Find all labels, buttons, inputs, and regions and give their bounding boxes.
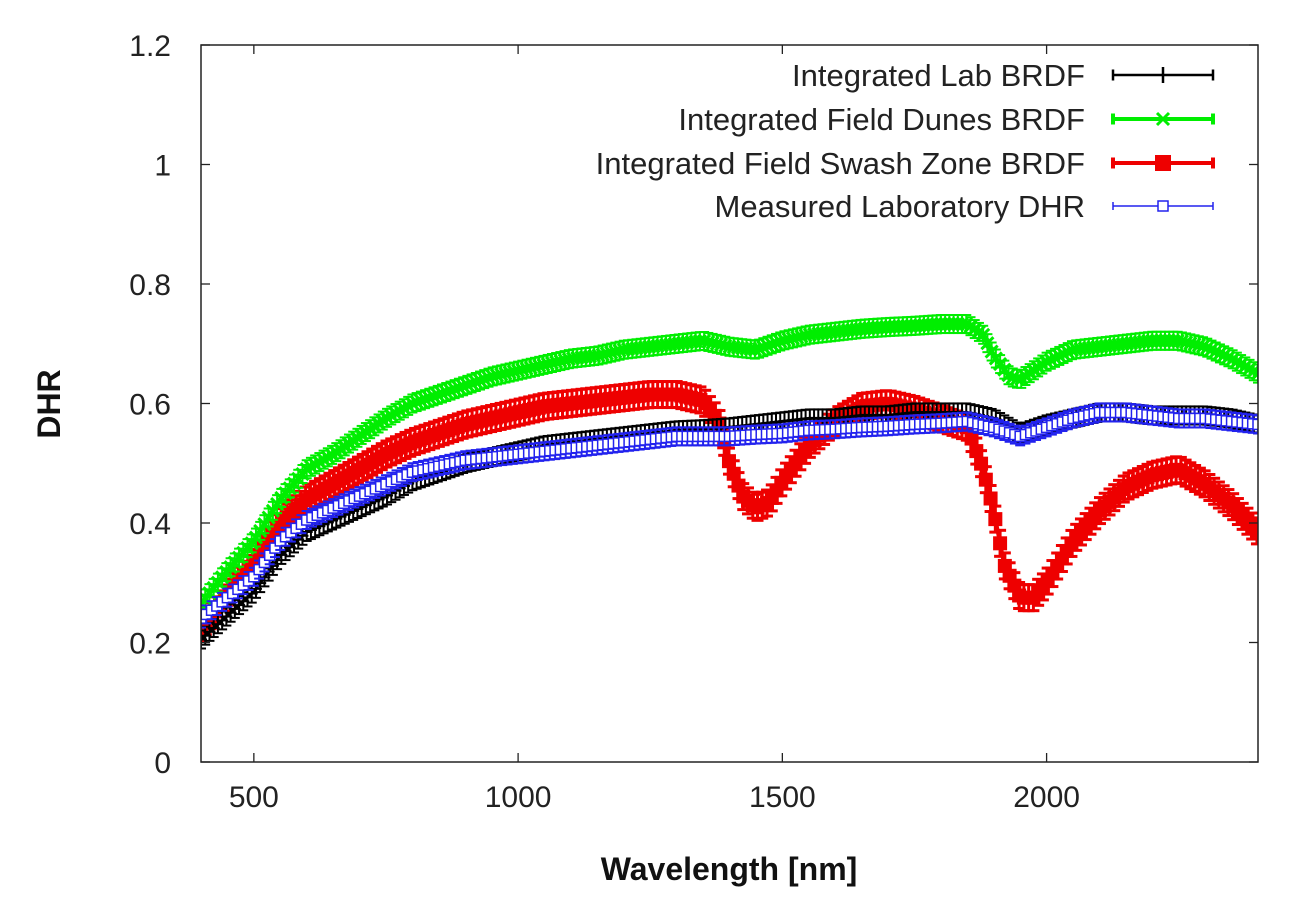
y-tick-label: 0.8	[129, 269, 171, 302]
legend-symbol	[1111, 155, 1215, 171]
legend-entry-measured-laboratory-dhr: Measured Laboratory DHR	[715, 189, 1214, 224]
data-point	[1252, 414, 1258, 435]
y-axis-title: DHR	[31, 369, 67, 438]
data-point	[1250, 363, 1258, 384]
x-tick-label: 1500	[749, 781, 816, 814]
legend-label: Integrated Lab BRDF	[792, 58, 1085, 93]
legend-symbol	[1112, 200, 1214, 212]
data-point	[1249, 516, 1258, 546]
legend-entry-integrated-lab-brdf: Integrated Lab BRDF	[792, 58, 1215, 93]
y-tick-label: 0.2	[129, 628, 171, 661]
legend: Integrated Lab BRDF Integrated Field Dune…	[596, 58, 1215, 224]
tick-layer: 500 1000 1500 2000 0 0.2 0.4 0.6 0.8 1 1.2	[129, 30, 1258, 814]
series-integrated-field-dunes-brdf	[201, 314, 1258, 614]
legend-label: Integrated Field Swash Zone BRDF	[596, 146, 1085, 181]
legend-symbol	[1111, 111, 1215, 127]
x-tick-label: 1000	[485, 781, 552, 814]
y-tick-label: 0	[154, 747, 171, 780]
legend-entry-integrated-field-dunes-brdf: Integrated Field Dunes BRDF	[678, 102, 1215, 137]
x-axis-title: Wavelength [nm]	[601, 851, 858, 887]
y-tick-label: 1	[154, 150, 171, 183]
legend-entry-integrated-field-swash-zone-brdf: Integrated Field Swash Zone BRDF	[596, 146, 1215, 181]
y-tick-label: 1.2	[129, 30, 171, 63]
series-measured-laboratory-dhr	[201, 402, 1258, 629]
legend-symbol	[1111, 67, 1215, 83]
legend-label: Measured Laboratory DHR	[715, 189, 1085, 224]
y-tick-label: 0.6	[129, 389, 171, 422]
series-layer	[201, 314, 1258, 650]
x-tick-label: 500	[229, 781, 279, 814]
legend-label: Integrated Field Dunes BRDF	[678, 102, 1085, 137]
y-tick-label: 0.4	[129, 508, 171, 541]
x-tick-label: 2000	[1013, 781, 1080, 814]
